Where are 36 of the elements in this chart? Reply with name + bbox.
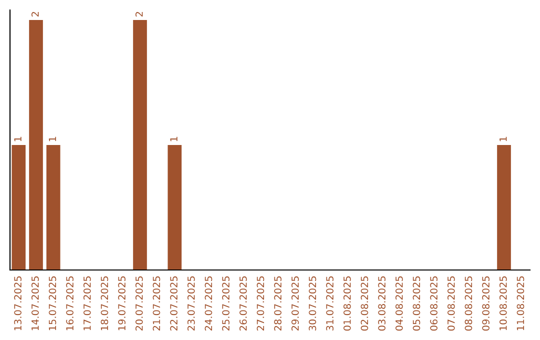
x-tick-label: 28.07.2025 (274, 276, 282, 331)
x-tick-label: 26.07.2025 (239, 276, 247, 331)
x-tick-label: 25.07.2025 (222, 276, 230, 331)
x-tick-label: 21.07.2025 (152, 276, 160, 331)
data-label: 1 (48, 136, 56, 142)
data-label: 1 (170, 136, 178, 142)
x-tick-label: 02.08.2025 (360, 276, 368, 331)
x-tick-label: 29.07.2025 (291, 276, 299, 331)
x-tick-label: 03.08.2025 (378, 276, 386, 331)
x-tick-label: 09.08.2025 (482, 276, 490, 331)
x-tick-label: 15.07.2025 (48, 276, 56, 330)
data-label: 1 (500, 136, 507, 142)
x-tick-label: 17.07.2025 (83, 276, 91, 330)
x-tick-label: 04.08.2025 (395, 276, 403, 331)
data-label: 2 (135, 12, 143, 17)
x-tick-label: 11.08.2025 (516, 276, 524, 330)
x-tick-label: 23.07.2025 (187, 276, 195, 331)
x-tick-label: 31.07.2025 (326, 276, 334, 330)
x-tick-label: 14.07.2025 (31, 276, 39, 330)
data-label: 2 (31, 12, 39, 17)
x-tick-label: 07.08.2025 (447, 276, 455, 331)
x-tick-label: 22.07.2025 (170, 276, 178, 331)
x-tick-label: 16.07.2025 (66, 276, 74, 330)
x-tick-label: 06.08.2025 (430, 276, 438, 331)
x-tick-label: 27.07.2025 (256, 276, 264, 331)
x-tick-label: 24.07.2025 (204, 276, 212, 331)
x-tick-label: 01.08.2025 (343, 276, 351, 331)
x-tick-label: 13.07.2025 (14, 276, 22, 330)
x-tick-label: 30.07.2025 (308, 276, 316, 330)
data-label: 1 (14, 136, 22, 142)
x-tick-label: 18.07.2025 (100, 276, 108, 330)
x-tick-label: 05.08.2025 (412, 276, 420, 331)
x-tick-label: 10.08.2025 (499, 276, 507, 330)
x-tick-label: 19.07.2025 (118, 276, 126, 330)
x-tick-label: 20.07.2025 (135, 276, 143, 331)
x-tick-label: 08.08.2025 (464, 276, 472, 331)
